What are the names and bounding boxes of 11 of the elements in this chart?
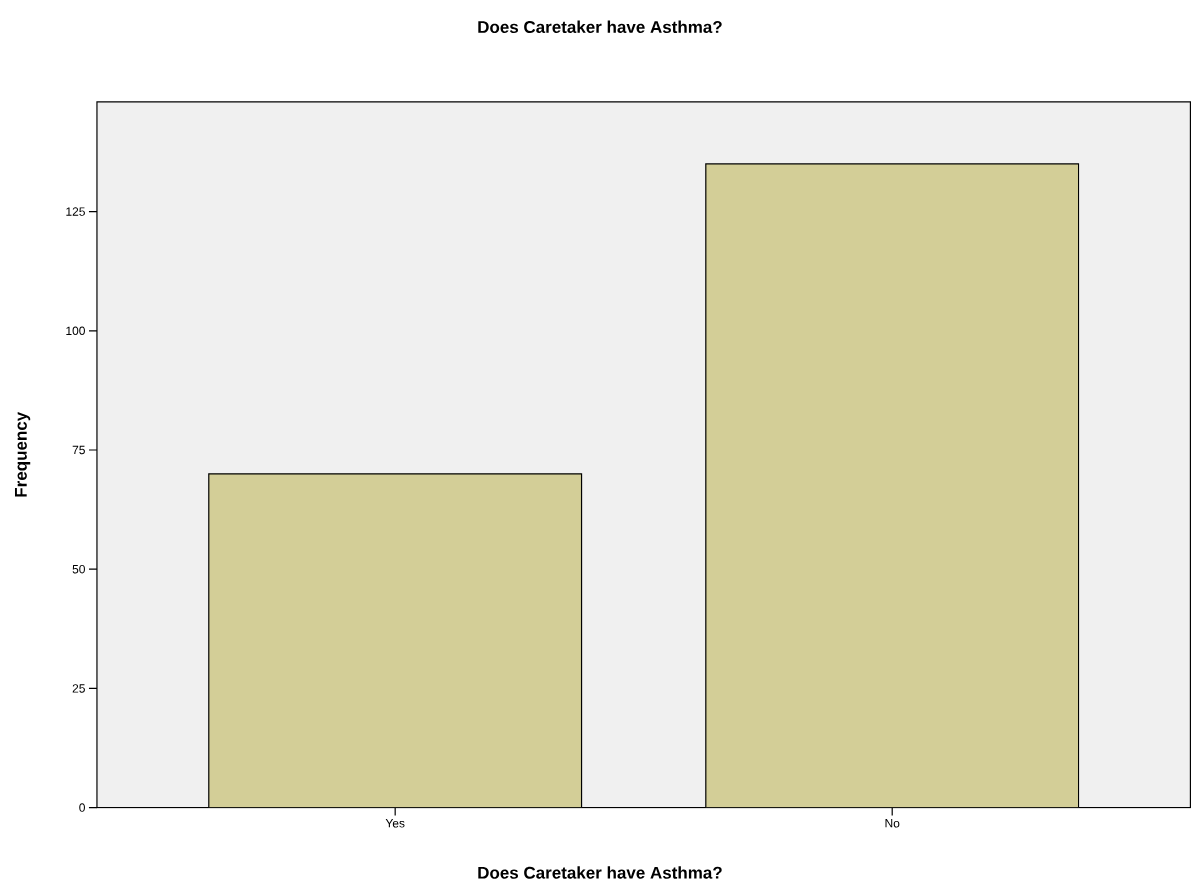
y-tick-label: 100 [66, 326, 85, 336]
x-axis-title: Does Caretaker have Asthma? [478, 866, 722, 879]
y-tick-label: 25 [72, 684, 85, 693]
y-tick-label: 50 [72, 565, 85, 574]
chart-title: Does Caretaker have Asthma? [478, 20, 722, 34]
y-tick-label: 0 [79, 803, 85, 813]
y-tick-label: 125 [66, 207, 85, 217]
y-tick-label: 75 [72, 446, 85, 455]
y-axis-title: Frequency [14, 412, 31, 497]
x-tick-label: Yes [385, 819, 405, 828]
x-tick-label: No [885, 819, 900, 828]
